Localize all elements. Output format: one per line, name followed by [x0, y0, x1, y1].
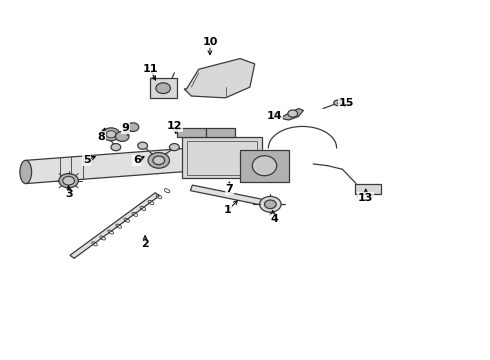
Ellipse shape	[116, 131, 129, 141]
Polygon shape	[184, 59, 255, 98]
Polygon shape	[282, 109, 303, 120]
Text: 7: 7	[225, 184, 233, 194]
Ellipse shape	[252, 156, 277, 176]
Ellipse shape	[59, 174, 78, 188]
Text: 12: 12	[167, 121, 182, 131]
Text: 13: 13	[358, 193, 373, 203]
Text: 10: 10	[202, 37, 218, 48]
Ellipse shape	[334, 100, 343, 106]
Text: 4: 4	[270, 214, 278, 224]
Ellipse shape	[156, 83, 171, 94]
Bar	[206, 128, 235, 137]
Ellipse shape	[102, 128, 120, 141]
Text: 9: 9	[122, 123, 129, 133]
Text: 14: 14	[267, 111, 282, 121]
Ellipse shape	[111, 144, 121, 151]
Polygon shape	[190, 185, 268, 206]
Ellipse shape	[153, 156, 165, 165]
Ellipse shape	[127, 123, 139, 131]
Bar	[187, 141, 257, 175]
Text: 5: 5	[83, 156, 91, 165]
Text: 6: 6	[133, 156, 141, 165]
Ellipse shape	[63, 176, 74, 185]
Text: 15: 15	[339, 98, 354, 108]
Bar	[150, 78, 177, 98]
Text: 8: 8	[98, 132, 105, 142]
Polygon shape	[70, 193, 159, 258]
Ellipse shape	[260, 197, 281, 212]
Text: 11: 11	[142, 64, 158, 74]
Ellipse shape	[170, 144, 179, 151]
Ellipse shape	[288, 110, 297, 117]
Ellipse shape	[20, 160, 31, 184]
Ellipse shape	[148, 153, 170, 168]
Bar	[177, 128, 206, 137]
Ellipse shape	[106, 131, 116, 138]
Text: 1: 1	[224, 205, 232, 215]
Bar	[355, 184, 381, 194]
Text: 3: 3	[65, 189, 73, 199]
Ellipse shape	[138, 142, 147, 149]
Text: 2: 2	[141, 239, 149, 249]
Polygon shape	[26, 146, 216, 184]
Bar	[240, 150, 289, 182]
Ellipse shape	[265, 200, 276, 208]
Bar	[182, 137, 262, 178]
